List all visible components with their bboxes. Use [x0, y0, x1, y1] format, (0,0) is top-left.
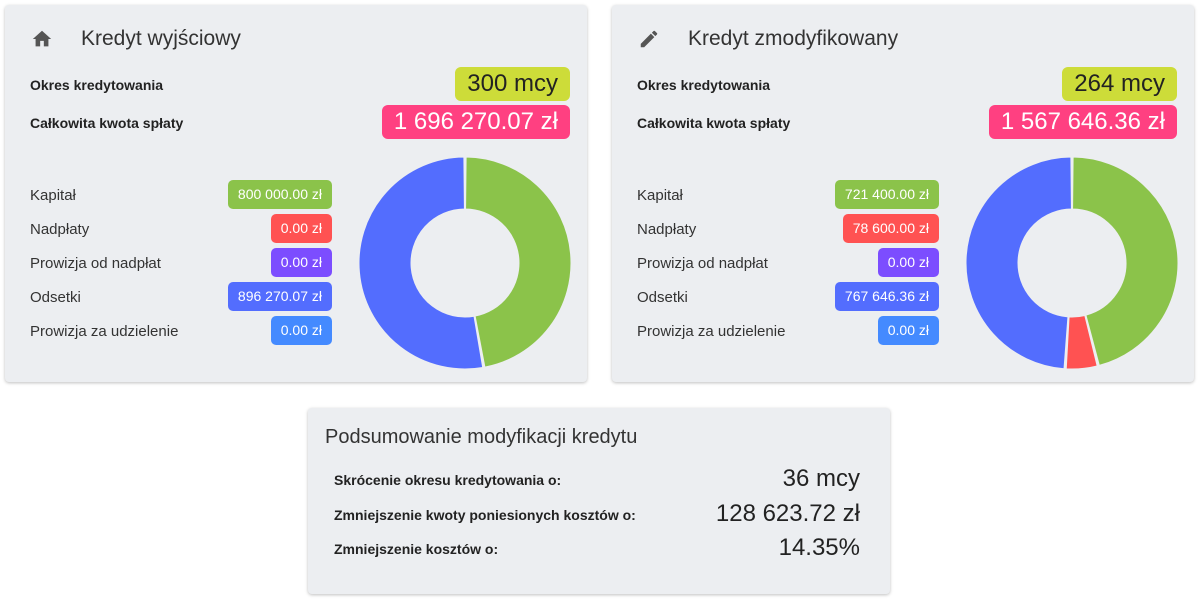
total-label: Całkowita kwota spłaty: [30, 115, 184, 131]
original-cost-donut-chart: [358, 156, 572, 370]
item-value-badge: 896 270.07 zł: [227, 282, 332, 311]
list-item-nadplaty: Nadpłaty 0.00 zł: [30, 214, 332, 244]
list-item-prowizja-za-udzielenie: Prowizja za udzielenie 0.00 zł: [30, 316, 332, 346]
item-value-badge: 0.00 zł: [270, 248, 332, 277]
total-label: Całkowita kwota spłaty: [637, 115, 791, 131]
list-item-odsetki: Odsetki 767 646.36 zł: [637, 282, 939, 312]
item-label: Odsetki: [30, 289, 81, 306]
modification-summary-card: Podsumowanie modyfikacji kredytu Skrócen…: [308, 408, 890, 594]
item-value-badge: 721 400.00 zł: [834, 180, 939, 209]
list-item-prowizja-od-nadplat: Prowizja od nadpłat 0.00 zł: [30, 248, 332, 278]
item-value-badge: 0.00 zł: [270, 214, 332, 243]
donut-slice-kapital: [1072, 156, 1179, 367]
card-title: Kredyt wyjściowy: [81, 27, 241, 50]
donut-slice-odsetki: [358, 156, 484, 370]
summary-label: Skrócenie okresu kredytowania o:: [334, 472, 562, 488]
item-label: Prowizja za udzielenie: [30, 323, 179, 340]
list-item-odsetki: Odsetki 896 270.07 zł: [30, 282, 332, 312]
total-value: 1 567 646.36 zł: [988, 105, 1177, 139]
summary-value: 36 mcy: [782, 465, 860, 492]
item-value-badge: 767 646.36 zł: [834, 282, 939, 311]
list-item-nadplaty: Nadpłaty 78 600.00 zł: [637, 214, 939, 244]
modified-loan-card: Kredyt zmodyfikowany Okres kredytowania …: [612, 5, 1194, 382]
item-label: Nadpłaty: [30, 221, 90, 238]
list-item-kapital: Kapitał 721 400.00 zł: [637, 180, 939, 210]
donut-slice-nadplaty: [1065, 314, 1098, 370]
donut-slice-kapital: [465, 156, 572, 368]
summary-label: Zmniejszenie kosztów o:: [334, 541, 499, 557]
period-label: Okres kredytowania: [637, 77, 771, 93]
summary-row-period-reduction: Skrócenie okresu kredytowania o: 36 mcy: [334, 465, 860, 495]
card-header: Kredyt wyjściowy: [31, 27, 241, 51]
card-title: Kredyt zmodyfikowany: [688, 27, 899, 50]
donut-slice-odsetki: [965, 156, 1072, 370]
summary-label: Zmniejszenie kwoty poniesionych kosztów …: [334, 507, 636, 523]
item-value-badge: 78 600.00 zł: [842, 214, 939, 243]
item-label: Prowizja od nadpłat: [637, 255, 768, 272]
total-value: 1 696 270.07 zł: [381, 105, 570, 139]
summary-title: Podsumowanie modyfikacji kredytu: [325, 426, 638, 448]
item-label: Prowizja od nadpłat: [30, 255, 161, 272]
period-value: 300 mcy: [455, 67, 570, 101]
item-label: Kapitał: [30, 187, 76, 204]
summary-row-cost-amount-reduction: Zmniejszenie kwoty poniesionych kosztów …: [334, 500, 860, 530]
item-label: Nadpłaty: [637, 221, 697, 238]
item-value-badge: 0.00 zł: [877, 316, 939, 345]
summary-value: 14.35%: [778, 534, 860, 561]
original-loan-card: Kredyt wyjściowy Okres kredytowania 300 …: [5, 5, 587, 382]
item-label: Kapitał: [637, 187, 683, 204]
modified-cost-donut-chart: [965, 156, 1179, 370]
card-header: Kredyt zmodyfikowany: [638, 27, 898, 51]
period-label: Okres kredytowania: [30, 77, 164, 93]
summary-value: 128 623.72 zł: [715, 500, 860, 527]
item-label: Odsetki: [637, 289, 688, 306]
item-value-badge: 800 000.00 zł: [227, 180, 332, 209]
list-item-prowizja-za-udzielenie: Prowizja za udzielenie 0.00 zł: [637, 316, 939, 346]
item-value-badge: 0.00 zł: [877, 248, 939, 277]
period-value: 264 mcy: [1062, 67, 1177, 101]
item-value-badge: 0.00 zł: [270, 316, 332, 345]
list-item-kapital: Kapitał 800 000.00 zł: [30, 180, 332, 210]
pencil-icon: [638, 28, 660, 50]
home-icon: [31, 28, 53, 50]
summary-row-cost-percent-reduction: Zmniejszenie kosztów o: 14.35%: [334, 534, 860, 564]
item-label: Prowizja za udzielenie: [637, 323, 786, 340]
list-item-prowizja-od-nadplat: Prowizja od nadpłat 0.00 zł: [637, 248, 939, 278]
